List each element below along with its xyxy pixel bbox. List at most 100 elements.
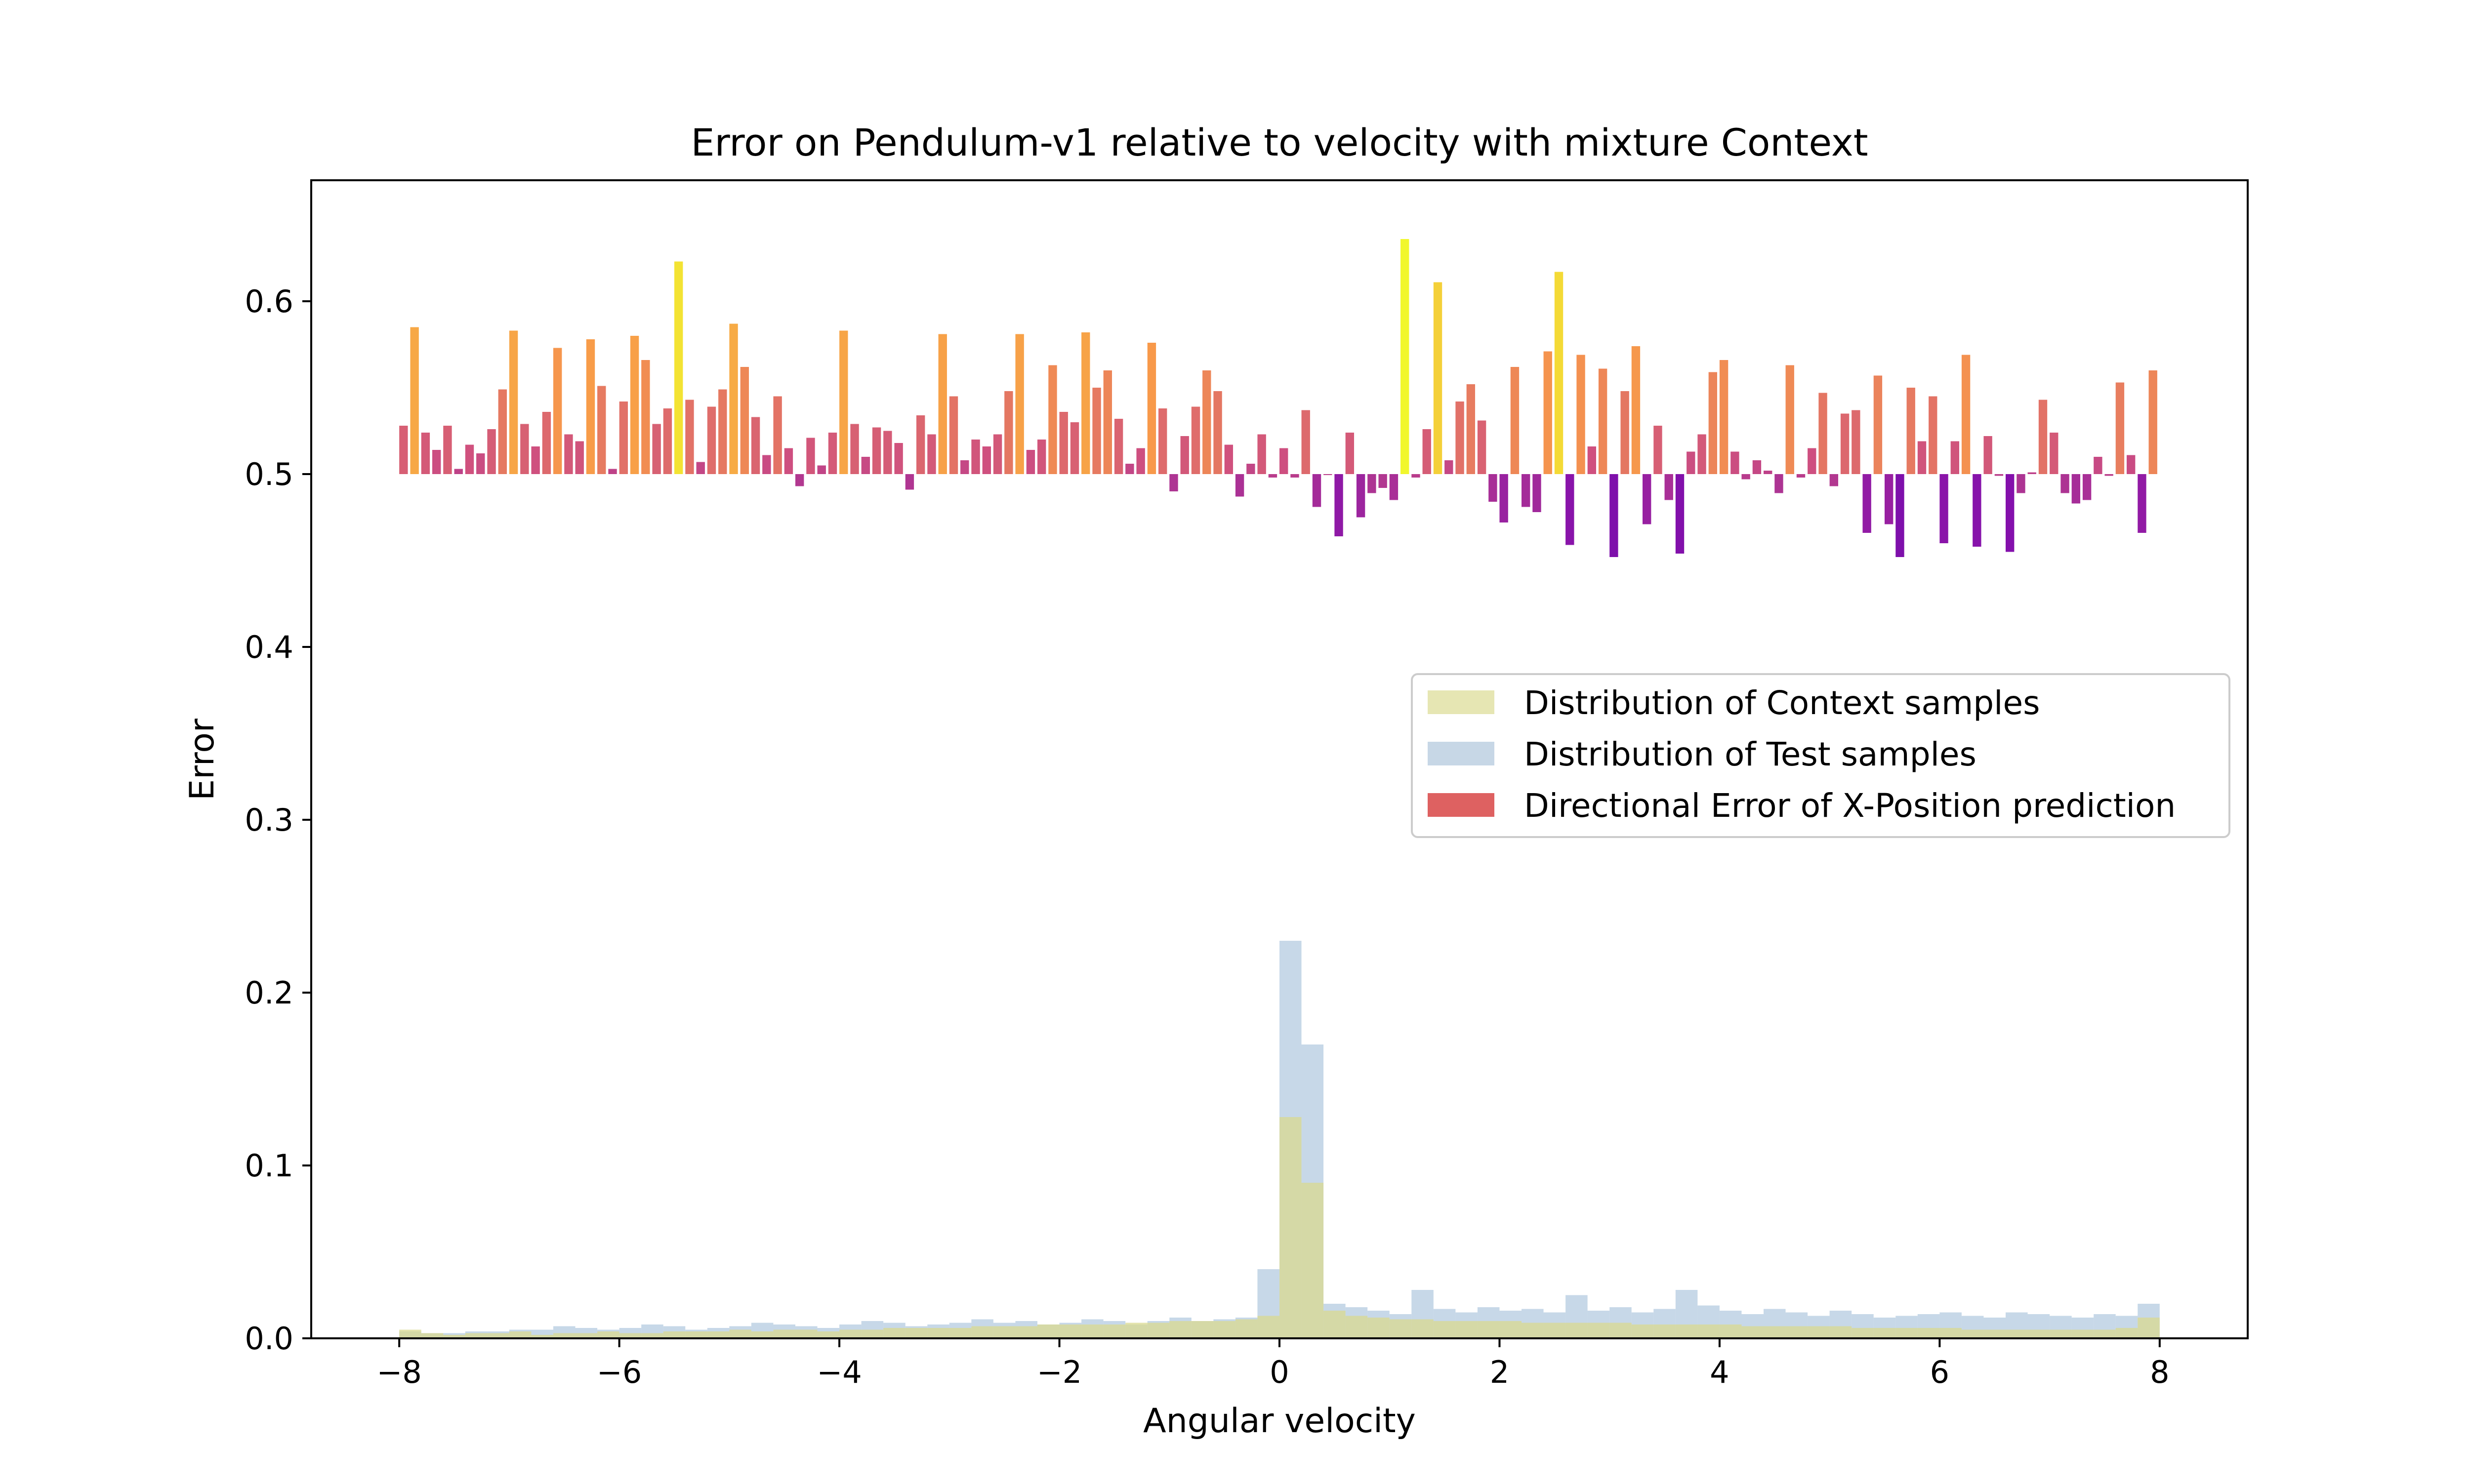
- error-bar: [2127, 455, 2136, 474]
- chart-title: Error on Pendulum-v1 relative to velocit…: [691, 120, 1868, 164]
- error-bar: [641, 360, 650, 474]
- error-bar: [1345, 433, 1355, 474]
- legend-frame: [1411, 673, 2230, 838]
- x-tick-label: −6: [597, 1354, 642, 1390]
- error-bar: [1687, 451, 1695, 474]
- context-distribution-bar: [1323, 1311, 1346, 1338]
- context-distribution-bar: [927, 1328, 949, 1338]
- error-bar: [652, 424, 661, 474]
- error-bar: [762, 455, 771, 474]
- error-bar: [531, 446, 540, 474]
- error-bar: [1620, 391, 1629, 474]
- error-bar: [740, 367, 749, 474]
- error-bar: [1312, 474, 1321, 507]
- legend-swatch-context: [1428, 690, 1494, 714]
- x-tick-label: 6: [1930, 1354, 1949, 1390]
- context-distribution-bar: [751, 1331, 774, 1338]
- context-distribution-bar: [575, 1333, 598, 1338]
- error-bar: [1983, 436, 1992, 474]
- context-distribution-bar: [1808, 1326, 1830, 1338]
- context-distribution-bar: [1213, 1321, 1235, 1338]
- error-bar: [1092, 388, 1101, 474]
- context-distribution-bar: [883, 1328, 906, 1338]
- error-bar: [1268, 474, 1277, 478]
- error-bar: [993, 434, 1002, 474]
- context-distribution-bar: [1279, 1117, 1302, 1338]
- x-axis-label: Angular velocity: [1143, 1402, 1416, 1441]
- error-bar: [1158, 408, 1167, 474]
- error-bar: [1950, 441, 1960, 474]
- error-bar: [1994, 474, 2004, 476]
- context-distribution-bar: [1631, 1324, 1654, 1338]
- context-distribution-bar: [1433, 1321, 1456, 1338]
- error-bar: [1411, 474, 1420, 478]
- error-bar: [1510, 367, 1520, 474]
- y-tick-label: 0.5: [245, 456, 293, 492]
- error-bar: [1279, 448, 1288, 474]
- error-bar: [1466, 384, 1476, 474]
- error-bar: [1543, 351, 1552, 474]
- error-bar: [1213, 391, 1222, 474]
- context-distribution-bar: [1191, 1321, 1214, 1338]
- context-distribution-bar: [2138, 1318, 2160, 1338]
- y-tick-label: 0.0: [245, 1321, 293, 1357]
- error-bar: [520, 424, 529, 474]
- error-bar: [773, 396, 782, 474]
- legend-swatch-test: [1428, 742, 1494, 765]
- error-bar: [916, 415, 925, 474]
- error-bar: [2060, 474, 2069, 493]
- error-bar: [685, 400, 694, 474]
- error-bar: [1862, 474, 1871, 533]
- legend-label-error: Directional Error of X-Position predicti…: [1524, 787, 2176, 825]
- error-bar: [1433, 282, 1442, 474]
- error-bar: [751, 417, 760, 474]
- error-bar: [619, 401, 628, 474]
- context-distribution-bar: [1697, 1324, 1720, 1338]
- context-distribution-bar: [1059, 1324, 1082, 1338]
- context-distribution-bar: [1741, 1326, 1764, 1338]
- error-bar: [1522, 474, 1530, 507]
- error-bar: [1444, 460, 1453, 474]
- context-distribution-bar: [971, 1326, 993, 1338]
- context-distribution-bar: [949, 1328, 972, 1338]
- error-bar: [1829, 474, 1839, 486]
- context-distribution-bar: [1103, 1324, 1126, 1338]
- error-bar: [498, 389, 507, 474]
- error-bar: [542, 412, 551, 474]
- context-distribution-bar: [663, 1331, 686, 1338]
- error-bar: [1929, 396, 1937, 474]
- y-axis: 0.0 0.1 0.2 0.3 0.4 0.5 0.6: [245, 283, 311, 1357]
- error-bar: [1070, 422, 1079, 474]
- y-tick-label: 0.2: [245, 975, 293, 1011]
- error-bar: [1246, 464, 1255, 474]
- error-bar: [1906, 388, 1915, 474]
- error-bar: [1895, 474, 1904, 557]
- error-bar: [1180, 436, 1189, 474]
- error-bar: [1852, 410, 1860, 474]
- context-distribution-bar: [465, 1333, 488, 1338]
- context-distribution-bar: [1389, 1319, 1412, 1338]
- error-bar: [564, 434, 573, 474]
- error-bar: [1114, 419, 1123, 474]
- error-bar: [1873, 375, 1883, 474]
- error-bar: [1917, 441, 1927, 474]
- error-bar: [432, 450, 441, 474]
- context-distribution-bar: [487, 1333, 509, 1338]
- context-distribution-bar: [1587, 1323, 1610, 1338]
- error-bar: [2071, 474, 2081, 504]
- error-bar: [1059, 412, 1068, 474]
- error-bar: [795, 474, 804, 486]
- error-bar: [1004, 391, 1013, 474]
- context-distribution-bar: [2071, 1329, 2094, 1338]
- context-distribution-bar: [1081, 1324, 1104, 1338]
- error-bar: [828, 433, 837, 474]
- error-bar: [2138, 474, 2146, 533]
- legend-label-context: Distribution of Context samples: [1524, 684, 2040, 722]
- error-bar: [1774, 474, 1783, 493]
- error-bar: [410, 327, 419, 474]
- context-distribution-bar: [1147, 1323, 1170, 1338]
- error-bar: [1554, 272, 1564, 474]
- error-bar: [1675, 474, 1685, 554]
